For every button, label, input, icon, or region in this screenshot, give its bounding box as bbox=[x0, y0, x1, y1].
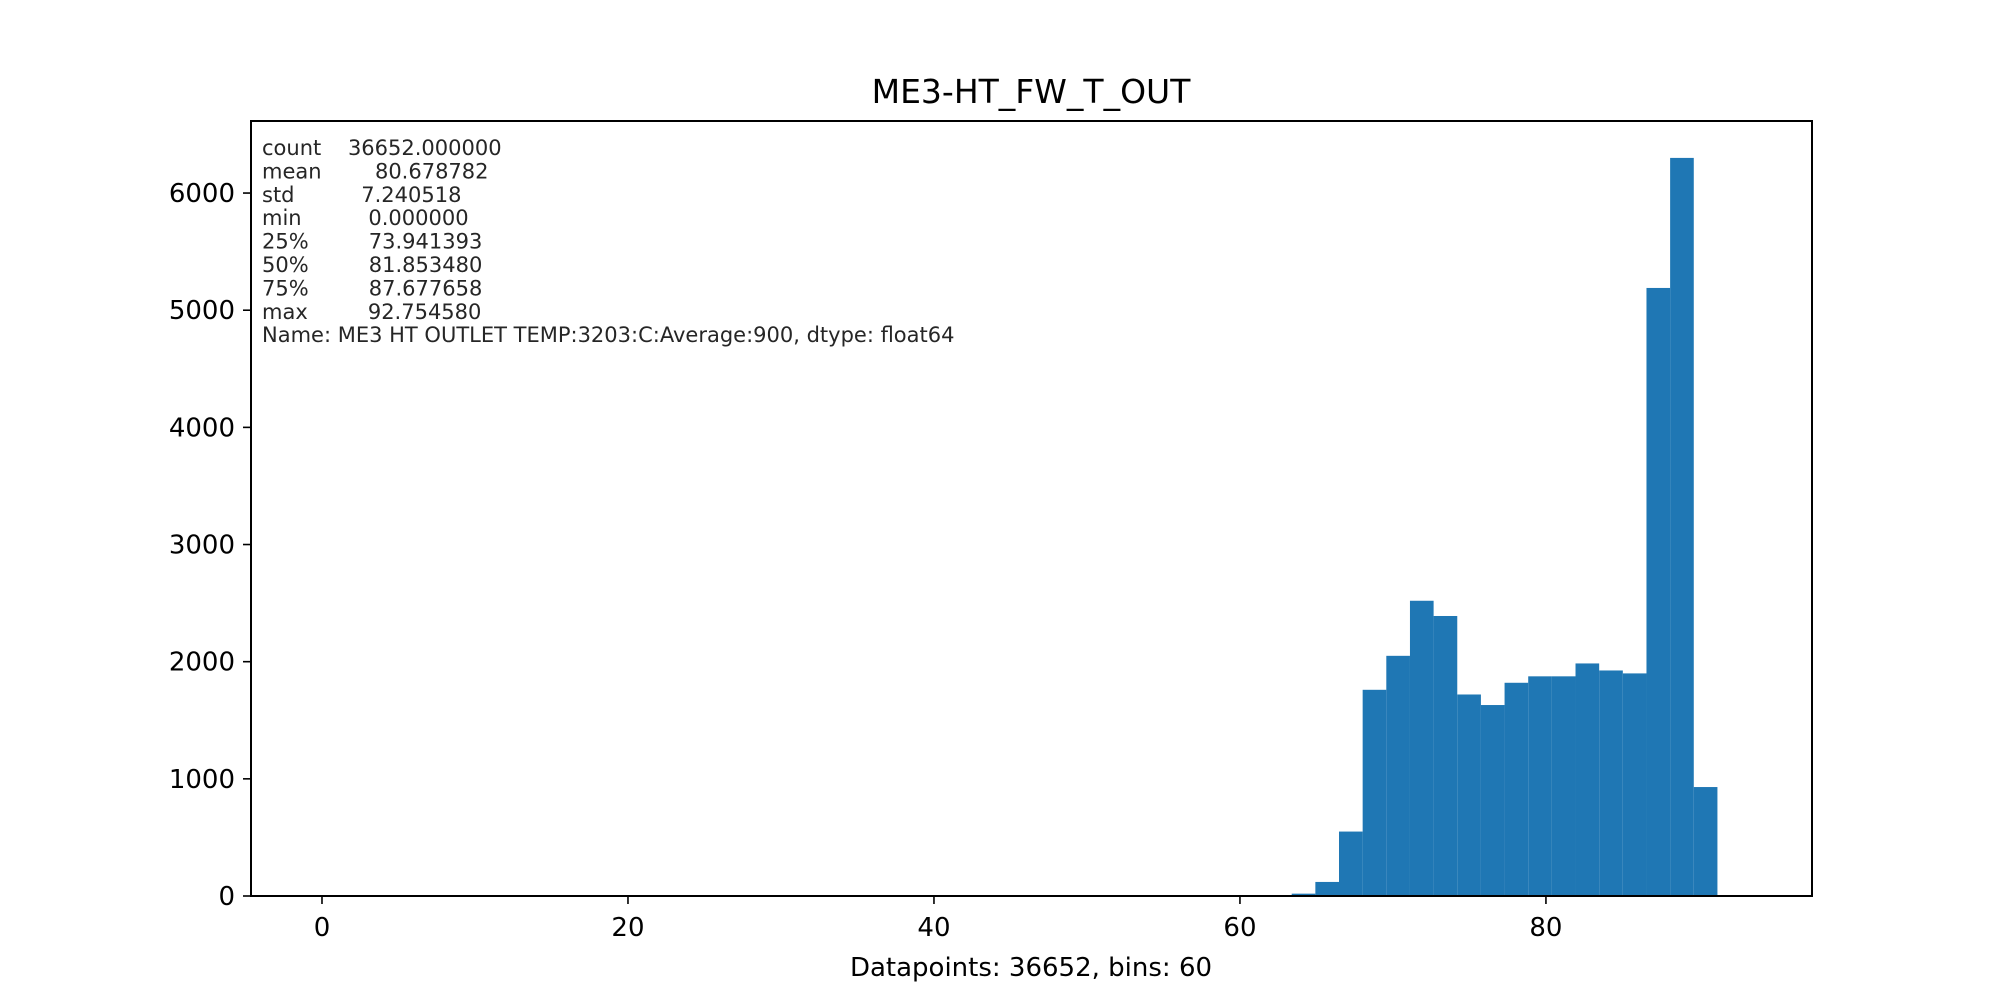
histogram-bar bbox=[1670, 157, 1694, 896]
y-tick-label: 0 bbox=[218, 882, 235, 912]
histogram-bar bbox=[1528, 676, 1552, 896]
histogram-bar bbox=[1599, 670, 1623, 896]
y-tick-label: 2000 bbox=[169, 648, 235, 678]
stats-line: count 36652.000000 bbox=[262, 136, 502, 160]
histogram-bar bbox=[1339, 831, 1363, 896]
stats-line: 50% 81.853480 bbox=[262, 253, 482, 277]
histogram-bar bbox=[1551, 676, 1576, 896]
stats-line: 25% 73.941393 bbox=[262, 230, 482, 254]
stats-line: 75% 87.677658 bbox=[262, 276, 482, 300]
y-tick-label: 4000 bbox=[169, 413, 235, 443]
stats-line: std 7.240518 bbox=[262, 183, 461, 207]
histogram-bar bbox=[1504, 682, 1529, 896]
histogram-bar bbox=[1457, 694, 1481, 896]
histogram-bar bbox=[1693, 787, 1718, 896]
histogram-bars bbox=[1291, 157, 1718, 897]
x-axis: 0 20 40 60 80 bbox=[314, 896, 1562, 943]
y-axis: 0 1000 2000 3000 4000 5000 6000 bbox=[169, 179, 251, 912]
y-tick-label: 3000 bbox=[169, 531, 235, 561]
histogram-bar bbox=[1480, 705, 1505, 896]
x-tick-label: 0 bbox=[314, 913, 331, 943]
histogram-bar bbox=[1291, 893, 1316, 896]
x-tick-label: 60 bbox=[1223, 913, 1256, 943]
y-tick-label: 6000 bbox=[169, 179, 235, 209]
stats-line: min 0.000000 bbox=[262, 206, 469, 230]
x-axis-label: Datapoints: 36652, bins: 60 bbox=[850, 953, 1212, 983]
histogram-bar bbox=[1622, 673, 1647, 896]
x-tick-label: 40 bbox=[917, 913, 950, 943]
histogram-bar bbox=[1646, 287, 1671, 897]
histogram-bar bbox=[1409, 600, 1434, 896]
stats-line: max 92.754580 bbox=[262, 300, 481, 324]
histogram-bar bbox=[1315, 881, 1340, 896]
stats-line: Name: ME3 HT OUTLET TEMP:3203:C:Average:… bbox=[262, 323, 954, 347]
y-tick-label: 1000 bbox=[169, 765, 235, 795]
histogram-bar bbox=[1433, 615, 1458, 896]
chart-title: ME3-HT_FW_T_OUT bbox=[872, 72, 1192, 111]
stats-line: mean 80.678782 bbox=[262, 159, 489, 183]
histogram-bar bbox=[1386, 655, 1410, 896]
x-tick-label: 80 bbox=[1529, 913, 1562, 943]
x-tick-label: 20 bbox=[611, 913, 644, 943]
histogram-bar bbox=[1575, 663, 1600, 896]
axes-frame bbox=[250, 120, 1813, 897]
y-tick-label: 5000 bbox=[169, 296, 235, 326]
histogram-bar bbox=[1362, 689, 1387, 896]
